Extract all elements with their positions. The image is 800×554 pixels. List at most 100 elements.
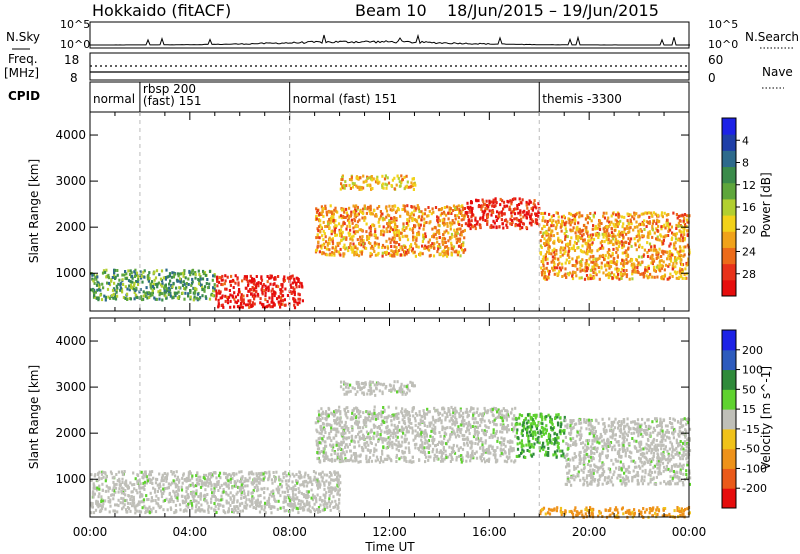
data-cell xyxy=(164,487,167,490)
data-cell xyxy=(311,483,314,486)
data-cell xyxy=(321,476,324,480)
data-cell xyxy=(454,214,457,218)
data-cell xyxy=(467,215,470,218)
data-cell xyxy=(354,246,357,250)
data-cell xyxy=(231,494,234,498)
data-cell xyxy=(460,210,463,214)
data-cell xyxy=(322,229,325,233)
date-range: 18/Jun/2015 – 19/Jun/2015 xyxy=(447,1,659,20)
data-cell xyxy=(257,488,260,492)
data-cell xyxy=(322,447,325,451)
data-cell xyxy=(90,478,94,482)
data-cell xyxy=(97,297,100,300)
data-cell xyxy=(374,459,377,463)
data-cell xyxy=(208,478,211,482)
data-cell xyxy=(348,430,351,434)
data-cell xyxy=(255,275,258,278)
data-cell xyxy=(400,174,403,178)
data-cell xyxy=(177,290,180,294)
data-cell xyxy=(373,224,376,228)
data-cell xyxy=(398,180,401,184)
data-cell xyxy=(670,225,673,229)
data-cell xyxy=(248,471,251,475)
data-cell xyxy=(96,486,99,490)
data-cell xyxy=(648,215,651,219)
data-cell xyxy=(104,507,107,511)
data-cell xyxy=(548,252,551,255)
data-cell xyxy=(658,238,661,242)
data-cell xyxy=(264,288,268,291)
data-cell xyxy=(503,414,506,418)
data-cell xyxy=(94,290,97,294)
data-cell xyxy=(324,452,328,456)
data-cell xyxy=(240,483,243,487)
data-cell xyxy=(201,481,204,485)
data-cell xyxy=(499,415,502,419)
data-cell xyxy=(299,507,302,510)
data-cell xyxy=(600,261,603,265)
data-cell xyxy=(354,230,357,234)
data-cell xyxy=(130,274,134,278)
data-cell xyxy=(229,480,232,484)
data-cell xyxy=(552,268,555,272)
data-cell xyxy=(607,252,610,256)
data-cell xyxy=(359,250,362,254)
data-cell xyxy=(460,218,463,222)
data-cell xyxy=(647,266,650,270)
data-cell xyxy=(113,281,116,285)
data-cell xyxy=(414,412,418,416)
data-cell xyxy=(242,496,245,499)
data-cell xyxy=(93,292,96,296)
data-cell xyxy=(608,220,611,224)
data-cell xyxy=(616,267,619,271)
data-cell xyxy=(155,477,158,481)
data-cell xyxy=(334,234,337,237)
data-cell xyxy=(671,275,674,278)
data-cell xyxy=(566,242,570,246)
data-cell xyxy=(365,211,368,215)
data-cell xyxy=(630,258,633,262)
data-cell xyxy=(221,283,224,287)
data-cell xyxy=(651,253,654,257)
data-cell xyxy=(344,423,347,427)
data-cell xyxy=(136,280,139,284)
data-cell xyxy=(465,430,468,434)
data-cell xyxy=(198,479,201,482)
data-cell xyxy=(640,255,643,259)
data-cell xyxy=(247,289,250,293)
data-cell xyxy=(502,452,505,456)
data-cell xyxy=(388,229,391,233)
data-cell xyxy=(603,230,606,234)
data-cell xyxy=(322,214,325,218)
data-cell xyxy=(144,474,147,478)
data-cell xyxy=(381,229,384,233)
data-cell xyxy=(420,438,423,442)
data-cell xyxy=(565,220,568,224)
data-cell xyxy=(396,252,399,256)
data-cell xyxy=(647,211,650,215)
data-cell xyxy=(258,472,261,476)
data-cell xyxy=(185,504,188,508)
data-cell xyxy=(330,253,333,257)
data-cell xyxy=(678,245,682,249)
data-cell xyxy=(210,475,213,479)
data-cell xyxy=(673,270,676,274)
data-cell xyxy=(669,256,673,260)
data-cell xyxy=(244,477,247,481)
data-cell xyxy=(112,292,115,296)
data-cell xyxy=(490,210,494,214)
data-cell xyxy=(90,502,93,506)
data-cell xyxy=(440,208,443,212)
data-cell xyxy=(101,499,104,503)
data-cell xyxy=(334,499,337,503)
data-cell xyxy=(94,275,97,279)
data-cell xyxy=(423,212,426,216)
data-cell xyxy=(244,484,247,488)
data-cell xyxy=(204,473,208,477)
data-cell xyxy=(94,473,97,477)
data-cell xyxy=(395,230,398,234)
data-cell xyxy=(490,213,493,217)
data-cell xyxy=(321,429,324,433)
data-cell xyxy=(424,235,427,239)
data-cell xyxy=(287,479,290,483)
